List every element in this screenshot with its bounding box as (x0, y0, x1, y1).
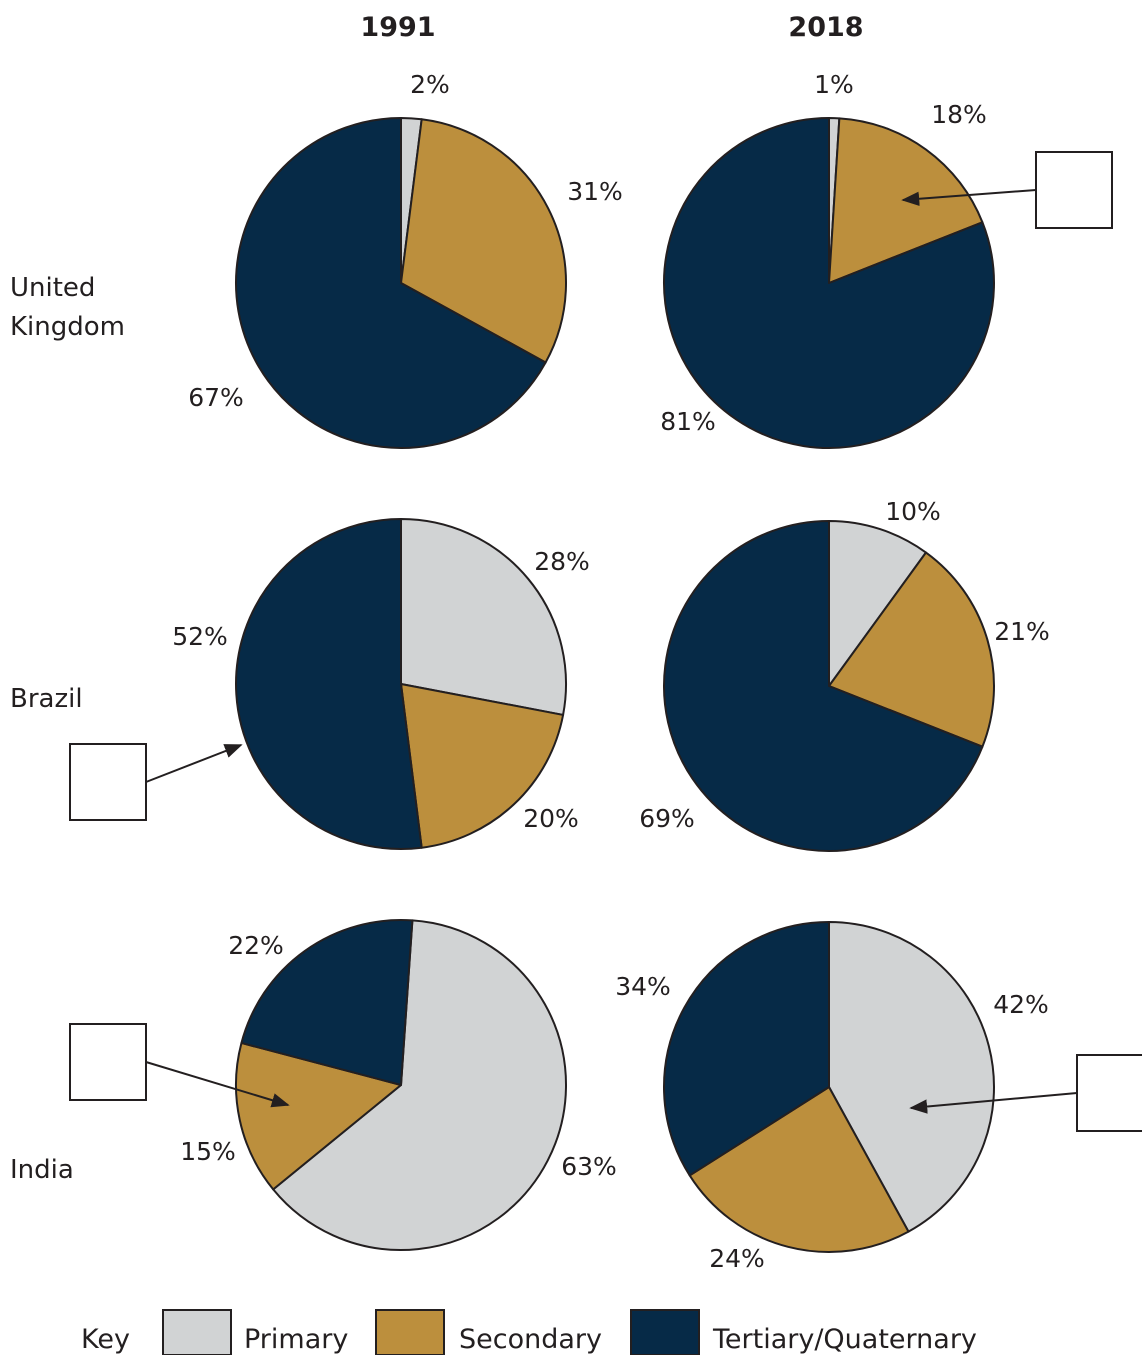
country-label-line: Kingdom (10, 312, 125, 342)
blank-answer-box[interactable] (69, 1023, 147, 1101)
pie-india-1991: 63% 15% 22% (180, 918, 617, 1251)
pie-slice-tertiary-quaternary (240, 918, 414, 1086)
pie-data-label: 20% (523, 804, 579, 833)
country-label-india: India (10, 1155, 74, 1185)
pie-data-label: 10% (885, 497, 941, 526)
country-label-line: United (10, 273, 95, 303)
pie-slice-tertiary-quaternary (663, 921, 830, 1177)
pie-slice-tertiary-quaternary (663, 520, 984, 852)
pie-slice-tertiary-quaternary (235, 117, 547, 449)
legend-label-secondary: Secondary (459, 1324, 602, 1355)
answer-arrow (901, 189, 1037, 206)
pie-slice-tertiary-quaternary (235, 518, 423, 850)
year-heading-1991: 1991 (360, 12, 435, 43)
pie-slice-secondary (688, 1086, 910, 1253)
pie-uk-1991: 2% 31% 67% (188, 70, 623, 449)
pie-data-label: 2% (410, 70, 450, 99)
answer-boxes (69, 151, 1142, 1132)
pie-slice-primary (828, 520, 927, 687)
pie-uk-2018: 1% 18% 81% (660, 70, 995, 449)
pie-india-2018: 42% 24% 34% (615, 921, 1049, 1273)
legend-label-primary: Primary (244, 1324, 348, 1355)
legend-label-tertiary: Tertiary/Quaternary (712, 1324, 977, 1355)
answer-arrow (145, 1061, 290, 1108)
legend-swatch-primary (162, 1309, 232, 1355)
pie-data-label: 63% (561, 1152, 617, 1181)
pie-data-label: 24% (709, 1244, 765, 1273)
country-label-united-kingdom: United Kingdom (10, 273, 125, 342)
pie-data-label: 34% (615, 972, 671, 1001)
pie-brazil-2018: 10% 21% 69% (639, 497, 1050, 852)
legend-key-label: Key (81, 1324, 130, 1355)
pie-data-label: 81% (660, 407, 716, 436)
pie-slice-tertiary-quaternary (663, 117, 995, 449)
blank-answer-box[interactable] (69, 743, 147, 821)
pie-slice-primary (272, 919, 567, 1251)
answer-arrow (145, 744, 243, 783)
legend-swatch-tertiary (630, 1309, 700, 1355)
pie-data-label: 22% (228, 931, 284, 960)
pie-data-label: 31% (567, 177, 623, 206)
pie-data-label: 18% (931, 100, 987, 129)
pie-data-label: 1% (814, 70, 854, 99)
legend-swatch-secondary (375, 1309, 445, 1355)
pie-slice-primary (400, 518, 568, 716)
pie-slice-primary (828, 921, 995, 1233)
pie-brazil-1991: 28% 20% 52% (172, 518, 590, 850)
pie-data-label: 52% (172, 622, 228, 651)
pie-data-label: 42% (993, 990, 1049, 1019)
blank-answer-box[interactable] (1076, 1054, 1142, 1132)
year-heading-2018: 2018 (788, 12, 863, 43)
pie-data-label: 69% (639, 804, 695, 833)
pie-slice-secondary (400, 683, 565, 849)
pie-slice-secondary (235, 1041, 402, 1191)
answer-arrow (909, 1092, 1078, 1114)
pie-data-label: 67% (188, 383, 244, 412)
pie-data-label: 15% (180, 1137, 236, 1166)
pie-slice-secondary (828, 551, 995, 748)
pie-data-label: 21% (994, 617, 1050, 646)
blank-answer-box[interactable] (1035, 151, 1113, 229)
pie-slice-secondary (400, 118, 567, 364)
country-label-brazil: Brazil (10, 684, 83, 714)
pie-data-label: 28% (534, 547, 590, 576)
legend: Key Primary Secondary Tertiary/Quaternar… (81, 1309, 977, 1355)
